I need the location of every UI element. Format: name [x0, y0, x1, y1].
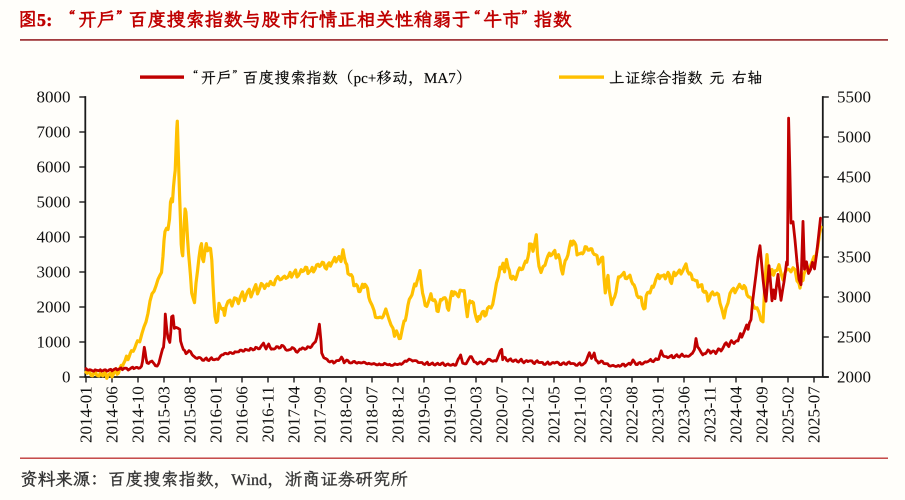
svg-text:4000: 4000	[37, 228, 71, 247]
svg-text:6000: 6000	[37, 158, 71, 177]
svg-text:2015-03: 2015-03	[155, 386, 174, 443]
svg-text:5500: 5500	[837, 88, 871, 107]
svg-text:2016-06: 2016-06	[233, 386, 252, 443]
svg-text:2025-02: 2025-02	[779, 386, 798, 443]
svg-text:2015-08: 2015-08	[181, 386, 200, 443]
svg-text:2014-10: 2014-10	[129, 386, 148, 443]
svg-text:3000: 3000	[837, 288, 871, 307]
svg-text:2016-11: 2016-11	[259, 386, 278, 442]
svg-text:2018-07: 2018-07	[363, 386, 382, 443]
svg-text:2014-06: 2014-06	[103, 386, 122, 443]
svg-text:2022-08: 2022-08	[623, 386, 642, 443]
svg-text:2018-02: 2018-02	[337, 386, 356, 443]
svg-text:0: 0	[62, 368, 71, 387]
svg-text:5000: 5000	[37, 193, 71, 212]
svg-text:8000: 8000	[37, 88, 71, 107]
svg-text:2023-11: 2023-11	[701, 386, 720, 442]
svg-text:2020-07: 2020-07	[493, 386, 512, 443]
svg-text:2025-07: 2025-07	[805, 386, 824, 443]
svg-text:2024-09: 2024-09	[753, 386, 772, 443]
svg-text:2018-12: 2018-12	[389, 386, 408, 443]
svg-text:2020-12: 2020-12	[519, 386, 538, 443]
svg-text:2022-03: 2022-03	[597, 386, 616, 443]
svg-text:2017-04: 2017-04	[285, 386, 304, 443]
svg-text:4000: 4000	[837, 208, 871, 227]
svg-text:2020-03: 2020-03	[467, 386, 486, 443]
svg-text:7000: 7000	[37, 123, 71, 142]
svg-text:4500: 4500	[837, 168, 871, 187]
svg-text:2021-10: 2021-10	[571, 386, 590, 443]
svg-text:2016-01: 2016-01	[207, 386, 226, 443]
svg-text:2019-10: 2019-10	[441, 386, 460, 443]
svg-text:2024-04: 2024-04	[727, 386, 746, 443]
svg-text:2500: 2500	[837, 328, 871, 347]
svg-text:2017-09: 2017-09	[311, 386, 330, 443]
svg-text:1000: 1000	[37, 333, 71, 352]
svg-text:2000: 2000	[837, 368, 871, 387]
svg-text:2014-01: 2014-01	[77, 386, 96, 443]
svg-text:5000: 5000	[837, 128, 871, 147]
svg-text:2023-01: 2023-01	[649, 386, 668, 443]
svg-text:3500: 3500	[837, 248, 871, 267]
svg-text:2000: 2000	[37, 298, 71, 317]
svg-text:2021-05: 2021-05	[545, 386, 564, 443]
svg-text:2023-06: 2023-06	[675, 386, 694, 443]
svg-text:3000: 3000	[37, 263, 71, 282]
svg-text:2019-05: 2019-05	[415, 386, 434, 443]
